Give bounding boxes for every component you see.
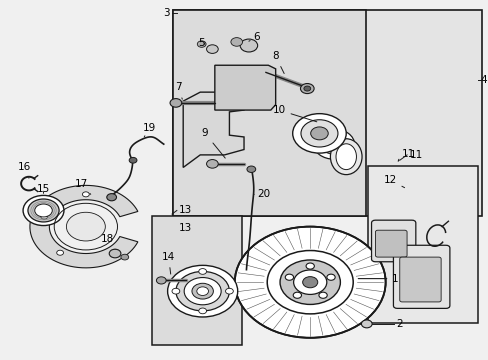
Text: 5: 5: [198, 38, 204, 48]
Circle shape: [172, 288, 180, 294]
Circle shape: [198, 308, 206, 314]
Text: 11: 11: [408, 150, 422, 160]
Text: 15: 15: [37, 184, 50, 194]
Circle shape: [184, 278, 221, 305]
Polygon shape: [183, 92, 244, 167]
Ellipse shape: [335, 144, 356, 170]
Circle shape: [28, 199, 59, 222]
Circle shape: [106, 194, 116, 201]
Text: 12: 12: [383, 175, 404, 188]
Circle shape: [206, 45, 218, 53]
Circle shape: [310, 127, 327, 140]
Text: 19: 19: [142, 123, 156, 137]
FancyBboxPatch shape: [393, 245, 449, 309]
Text: 11: 11: [401, 149, 415, 159]
Circle shape: [320, 134, 347, 154]
Text: 20: 20: [253, 189, 269, 199]
Circle shape: [129, 157, 137, 163]
Ellipse shape: [330, 139, 361, 175]
Text: 10: 10: [272, 105, 316, 122]
Circle shape: [35, 204, 52, 217]
Circle shape: [326, 274, 334, 280]
Circle shape: [198, 269, 206, 274]
Circle shape: [246, 166, 255, 172]
Circle shape: [170, 99, 182, 107]
Circle shape: [292, 114, 346, 153]
Text: 2: 2: [395, 319, 402, 329]
Text: 8: 8: [272, 51, 284, 73]
Circle shape: [167, 265, 237, 317]
Circle shape: [66, 212, 105, 241]
Circle shape: [109, 249, 121, 258]
FancyBboxPatch shape: [371, 220, 415, 262]
Polygon shape: [30, 185, 138, 268]
Circle shape: [285, 274, 293, 280]
Text: 18: 18: [101, 234, 115, 249]
Text: 9: 9: [202, 129, 225, 158]
Circle shape: [41, 214, 47, 219]
Circle shape: [206, 159, 218, 168]
Circle shape: [305, 263, 314, 269]
Circle shape: [197, 287, 208, 296]
Bar: [151, 216, 241, 345]
Circle shape: [230, 38, 242, 46]
Circle shape: [176, 271, 229, 311]
Text: 14: 14: [162, 252, 175, 274]
Circle shape: [192, 283, 213, 299]
Text: 17: 17: [74, 179, 91, 194]
Circle shape: [156, 277, 166, 284]
Circle shape: [234, 226, 385, 338]
Text: 13: 13: [178, 206, 191, 216]
Text: 1: 1: [391, 274, 398, 284]
Circle shape: [313, 129, 354, 159]
Circle shape: [303, 86, 310, 91]
Circle shape: [197, 41, 205, 47]
Circle shape: [266, 251, 352, 314]
Circle shape: [293, 292, 301, 298]
Circle shape: [240, 39, 257, 52]
Polygon shape: [214, 65, 275, 110]
Text: 3: 3: [163, 8, 170, 18]
Circle shape: [225, 288, 233, 294]
Circle shape: [293, 270, 326, 294]
Text: 16: 16: [18, 162, 31, 178]
Circle shape: [57, 250, 63, 255]
Circle shape: [82, 192, 89, 197]
Bar: [173, 10, 482, 216]
Circle shape: [302, 276, 317, 288]
Circle shape: [300, 84, 313, 94]
Circle shape: [121, 254, 128, 260]
Bar: [173, 10, 365, 216]
Circle shape: [318, 292, 326, 298]
Circle shape: [300, 120, 337, 147]
Bar: [367, 166, 477, 323]
Text: 6: 6: [248, 32, 259, 42]
Circle shape: [361, 320, 371, 328]
Text: 4: 4: [479, 75, 486, 85]
FancyBboxPatch shape: [399, 257, 440, 302]
Text: 13: 13: [178, 224, 191, 233]
Text: 7: 7: [175, 82, 182, 99]
FancyBboxPatch shape: [375, 230, 406, 257]
Circle shape: [23, 195, 64, 226]
Circle shape: [280, 260, 340, 305]
